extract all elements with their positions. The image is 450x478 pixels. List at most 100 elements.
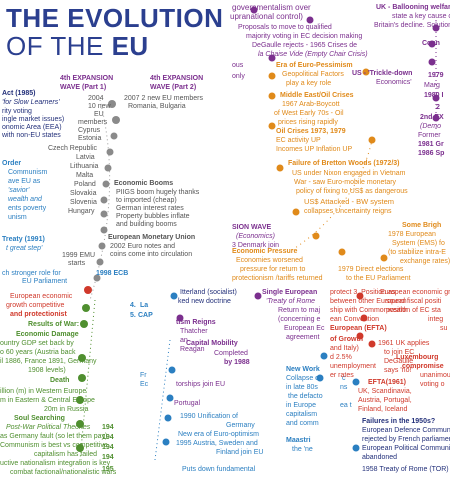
text-line: 1980 I (424, 92, 444, 99)
text-line: DeGaulle rejects - 1965 Crises de (252, 42, 358, 49)
text-line: rity voting (2, 108, 32, 115)
treaty-title: Treaty (1991) (2, 236, 45, 243)
boom-line: Property bubbles inflate (116, 213, 190, 220)
purple-dot (306, 16, 314, 24)
text-line: Finland join EU (216, 449, 264, 456)
text-line: Marg (424, 82, 440, 89)
boom-line: to imported (cheap) (116, 197, 177, 204)
text-line: ave EU as (8, 178, 41, 185)
grey-dot (100, 196, 108, 204)
text-line: ous (232, 62, 244, 69)
text-line: EC activity UP (276, 137, 321, 144)
text-line: and comm (286, 420, 319, 427)
text-line: CAP (138, 312, 153, 319)
text-line: European economic (10, 293, 73, 300)
text-line: integ (428, 316, 444, 323)
orange-dot (362, 68, 370, 76)
text-line: says 'no!' (384, 367, 413, 374)
text-line: System (EMS) fo (392, 240, 445, 247)
exp2-line: 2007 2 new EU members (124, 95, 203, 102)
us-title: US - 'Trickle-down (352, 70, 413, 77)
page-title: THE EVOLUTION (6, 3, 224, 33)
text-line: European Defence Community (ED (362, 427, 450, 434)
text-line: ns (340, 384, 348, 391)
exp1-line: members (78, 119, 108, 126)
oil-title: Middle East/Oil Crises (280, 92, 354, 99)
order-title: Order (2, 160, 22, 167)
text-line: only (232, 73, 245, 80)
growth-title: of Growth (330, 336, 364, 343)
boom-line: and building booms (116, 221, 177, 228)
text-line: Thatcher (180, 328, 208, 335)
text-line: 2 (436, 104, 440, 111)
boom-line: PIIGS boom hugely thanks (116, 189, 200, 196)
green-dot (76, 420, 84, 428)
orange-dot (268, 92, 276, 100)
text-line: between other European (330, 298, 407, 305)
text-line: majority voting in EC decision making (246, 33, 363, 40)
blue-dot (162, 438, 170, 446)
year-label: 194 (102, 444, 114, 451)
text-line: torships join EU (176, 381, 226, 388)
text-line: 5. (130, 312, 136, 319)
text-line: combat factional/nationalistic wars (10, 469, 117, 476)
text-line: abandoned (362, 454, 398, 461)
text-line: governmentalism over (232, 3, 311, 12)
text-line: rejected by French parliament (362, 436, 450, 443)
text-line: su (440, 325, 448, 332)
text-line: Oil Crises 1973, 1979 (276, 128, 346, 135)
exp2-line: Romania, Bulgaria (128, 103, 186, 110)
text-line: unemployment (330, 363, 376, 370)
text-line: sound fiscal positi (386, 298, 442, 305)
blue-dot (352, 444, 360, 452)
text-line: Finland, Iceland (358, 406, 408, 413)
text-line: 1979 Direct elections (338, 266, 404, 273)
grey-dot (110, 132, 118, 140)
exp2-title: 4th EXPANSION (150, 75, 204, 82)
orange-dot (312, 232, 320, 240)
text-line: to the EU Parliament (346, 275, 411, 282)
text-line: Return to maj (278, 307, 321, 314)
grey-spine (89, 99, 111, 301)
sea-title: Act (1985) (2, 90, 36, 97)
boom-title: Economic Booms (114, 180, 174, 187)
orange-dot (368, 136, 376, 144)
purple-dot (428, 40, 436, 48)
text-line: Communism is best vs competitive (0, 442, 108, 449)
emu-year: 1999 EMU (62, 252, 96, 259)
text-line: by 1988 (224, 359, 250, 366)
text-line: exchange rates) (400, 258, 450, 265)
text-line: protectionism /tariffs returned (232, 275, 323, 282)
text-line: La (140, 302, 149, 309)
bright-title: Some Brigh (402, 222, 442, 229)
green-dot (76, 396, 84, 404)
grey-dot (106, 148, 114, 156)
year-label: 194 (102, 424, 114, 431)
text-line: Austria, Portugal, (358, 397, 412, 404)
text-line: European Political Community (EP (362, 445, 450, 452)
text-line: 1908 levels) (28, 367, 66, 374)
text-line: 1961 UK applies (378, 340, 430, 347)
text-line: Proposals to move to qualified (238, 24, 332, 31)
grey-dots (93, 100, 120, 282)
blue-dot (170, 292, 178, 300)
single-european-title: Single European (262, 289, 318, 296)
text-line: (Economics) (236, 233, 275, 240)
blue-dot (168, 366, 176, 374)
text-line: unism (8, 214, 27, 221)
text-line: d 2.5% (330, 354, 352, 361)
text-line: protect 3. Position as (330, 289, 396, 296)
soul-searching-title: Soul Searching (14, 415, 65, 422)
text-line: unanimou (420, 372, 450, 379)
emu-line: 2002 Euro notes and (110, 243, 175, 250)
text-line: compromise (402, 363, 444, 370)
page-title-line2: OF THE EU (6, 32, 149, 60)
exp1-line: EU (94, 111, 104, 118)
text-line: capitalism has failed (34, 451, 98, 458)
text-line: Puts down fundamental (182, 466, 256, 473)
results-war-title: Results of War: (28, 321, 80, 328)
text-line: growth competitive (6, 302, 65, 309)
text-line: European economic gro (380, 289, 450, 296)
exp1-line: 10 new (88, 103, 111, 110)
